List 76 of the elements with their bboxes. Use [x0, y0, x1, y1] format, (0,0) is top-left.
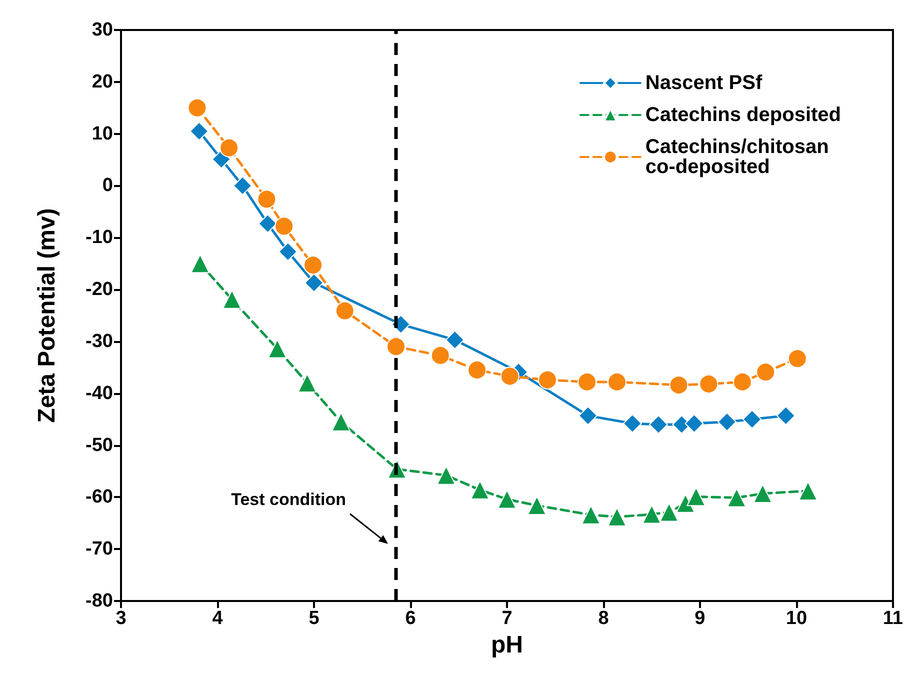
point [304, 256, 323, 275]
point [742, 410, 762, 429]
point [753, 484, 772, 504]
point [648, 415, 668, 434]
point [676, 494, 695, 513]
point [686, 487, 706, 506]
legend-label: Catechins deposited [645, 104, 842, 126]
point [642, 504, 662, 524]
x-tick-label: 11 [882, 608, 904, 629]
point [699, 374, 718, 394]
x-tick-label: 7 [502, 608, 512, 629]
point [527, 496, 546, 515]
x-tick-label: 5 [308, 608, 320, 629]
point [332, 412, 351, 432]
point [500, 366, 520, 386]
point [578, 372, 597, 392]
point [538, 370, 558, 390]
point [776, 406, 796, 426]
point [222, 290, 242, 309]
y-tick-label: -40 [86, 382, 113, 404]
point [470, 480, 490, 500]
point [608, 372, 626, 392]
y-tick-label: -50 [86, 434, 113, 456]
point [607, 507, 626, 526]
x-tick-label: 10 [786, 608, 808, 629]
y-tick-label: 0 [102, 175, 113, 196]
point [669, 376, 688, 395]
point [335, 301, 354, 320]
point [445, 330, 464, 350]
point [190, 122, 209, 141]
point [788, 349, 807, 368]
point [497, 490, 516, 509]
y-tick-label: -20 [86, 279, 113, 300]
legend-label: Nascent PSf [645, 72, 762, 94]
point [278, 242, 298, 262]
point [468, 360, 487, 380]
point [233, 176, 252, 196]
point [188, 98, 207, 118]
point [622, 414, 642, 433]
y-tick-label: 20 [92, 71, 113, 92]
y-tick-label: -10 [86, 227, 113, 248]
legend-label: Catechins/chitosan co-deposited [645, 136, 834, 178]
point [257, 190, 276, 209]
y-tick-label: -30 [86, 330, 113, 352]
point [258, 214, 278, 234]
x-tick-label: 9 [694, 608, 706, 629]
point [684, 414, 704, 433]
point [386, 337, 406, 356]
x-tick-label: 6 [405, 608, 416, 629]
x-tick-label: 4 [212, 608, 224, 629]
annotation: Test condition [231, 490, 346, 509]
x-axis-title: pH [490, 632, 523, 658]
point [268, 339, 287, 358]
point [798, 481, 818, 500]
point [660, 502, 679, 522]
point [220, 138, 239, 158]
point [732, 372, 752, 392]
point [756, 362, 776, 382]
point [304, 273, 324, 292]
point [430, 346, 450, 365]
y-tick-label: -70 [86, 538, 113, 560]
point [717, 412, 736, 432]
y-axis-title: Zeta Potential (mv) [34, 208, 60, 423]
point [190, 254, 210, 274]
point [578, 406, 598, 426]
point [274, 216, 294, 236]
point [727, 488, 746, 508]
point [436, 466, 456, 485]
y-tick-label: 10 [92, 123, 113, 144]
y-tick-label: -60 [86, 486, 113, 508]
point [298, 373, 317, 392]
x-tick-label: 3 [116, 608, 126, 629]
y-tick-label: 30 [92, 20, 113, 40]
x-tick-label: 8 [598, 608, 609, 629]
point [581, 505, 600, 524]
y-tick-label: -80 [86, 590, 113, 612]
